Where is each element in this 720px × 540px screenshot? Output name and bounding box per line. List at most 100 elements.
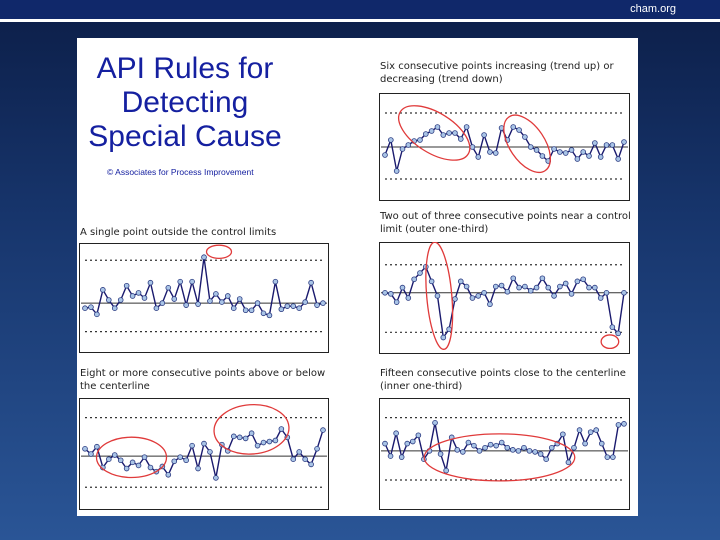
data-point bbox=[405, 295, 412, 301]
data-point bbox=[586, 153, 592, 159]
data-point bbox=[621, 421, 627, 427]
data-point bbox=[532, 449, 538, 455]
data-point bbox=[290, 303, 297, 309]
data-point bbox=[399, 284, 406, 291]
data-point bbox=[189, 442, 195, 449]
data-point bbox=[94, 311, 100, 318]
data-point bbox=[557, 283, 563, 290]
slide-title: API Rules for Detecting Special Cause bbox=[77, 52, 293, 154]
data-point bbox=[159, 300, 166, 306]
data-point bbox=[290, 456, 297, 462]
data-point bbox=[522, 283, 528, 290]
data-point bbox=[225, 293, 231, 299]
data-point bbox=[492, 150, 499, 156]
data-point bbox=[521, 444, 527, 451]
data-point bbox=[415, 432, 422, 439]
data-point bbox=[177, 454, 183, 460]
data-point bbox=[248, 430, 255, 436]
slide-title-line-1: API Rules for bbox=[96, 52, 274, 85]
data-point bbox=[463, 124, 470, 130]
data-point bbox=[382, 440, 388, 447]
data-point bbox=[266, 438, 273, 445]
data-point bbox=[242, 307, 249, 314]
data-point bbox=[230, 433, 237, 440]
data-point bbox=[557, 149, 563, 155]
data-point bbox=[493, 442, 499, 449]
data-point bbox=[88, 451, 94, 457]
data-point bbox=[254, 442, 261, 449]
data-point bbox=[284, 303, 291, 309]
data-point bbox=[560, 431, 566, 438]
data-point bbox=[428, 128, 435, 134]
highlight-ellipse bbox=[425, 242, 454, 350]
data-point bbox=[147, 279, 154, 286]
data-point bbox=[526, 448, 533, 454]
data-point bbox=[207, 298, 213, 304]
data-point bbox=[586, 284, 592, 291]
data-point bbox=[543, 456, 549, 462]
data-point bbox=[443, 467, 449, 474]
data-point bbox=[308, 279, 314, 286]
data-point bbox=[539, 153, 546, 159]
data-point bbox=[129, 459, 136, 466]
data-point bbox=[603, 142, 610, 148]
data-point bbox=[446, 130, 452, 136]
data-point bbox=[516, 127, 522, 133]
data-point bbox=[454, 447, 461, 453]
data-point bbox=[452, 296, 458, 302]
data-point bbox=[562, 150, 569, 156]
data-point bbox=[469, 144, 476, 150]
data-point bbox=[498, 439, 505, 446]
data-point bbox=[207, 449, 213, 455]
data-point bbox=[582, 440, 588, 447]
data-point bbox=[230, 305, 237, 311]
highlight-ellipse bbox=[600, 334, 620, 350]
data-point bbox=[510, 447, 516, 453]
slide-title-line-2: Detecting bbox=[121, 86, 249, 119]
data-point bbox=[171, 458, 178, 465]
data-point bbox=[105, 456, 112, 462]
data-point bbox=[580, 276, 586, 283]
highlight-ellipse bbox=[205, 244, 233, 260]
data-point bbox=[545, 284, 552, 291]
rule-caption-fifteen-points: Fifteen consecutive points close to the … bbox=[380, 368, 626, 392]
data-point bbox=[123, 465, 130, 472]
data-point bbox=[469, 295, 476, 301]
data-point bbox=[117, 297, 124, 303]
data-point bbox=[574, 278, 581, 285]
data-point bbox=[481, 289, 487, 296]
data-point bbox=[548, 444, 555, 451]
data-point bbox=[248, 307, 255, 314]
data-point bbox=[105, 297, 112, 303]
data-point bbox=[576, 427, 583, 433]
data-point bbox=[302, 456, 308, 462]
data-point bbox=[398, 454, 405, 460]
data-point bbox=[515, 448, 522, 454]
data-point bbox=[615, 156, 621, 162]
data-point bbox=[260, 310, 267, 317]
chart-frame bbox=[379, 242, 630, 354]
data-point bbox=[510, 124, 517, 130]
data-point bbox=[111, 305, 118, 311]
data-point bbox=[537, 451, 544, 457]
data-point bbox=[597, 295, 604, 301]
data-point bbox=[405, 142, 412, 148]
data-point bbox=[213, 291, 219, 297]
data-point bbox=[123, 282, 130, 289]
data-point bbox=[100, 287, 106, 293]
data-point bbox=[437, 451, 444, 457]
data-point bbox=[492, 283, 499, 290]
data-point bbox=[388, 291, 394, 297]
data-point bbox=[475, 293, 482, 299]
highlight-ellipse bbox=[95, 436, 168, 479]
data-point bbox=[440, 132, 447, 138]
data-point bbox=[568, 291, 575, 297]
data-point bbox=[189, 278, 195, 285]
data-point bbox=[568, 147, 575, 153]
slide-panel: API Rules for Detecting Special Cause © … bbox=[77, 38, 638, 516]
data-point bbox=[296, 449, 303, 455]
data-point bbox=[428, 278, 435, 285]
chart-frame bbox=[379, 398, 630, 510]
data-point bbox=[621, 139, 627, 145]
data-point bbox=[236, 296, 243, 302]
